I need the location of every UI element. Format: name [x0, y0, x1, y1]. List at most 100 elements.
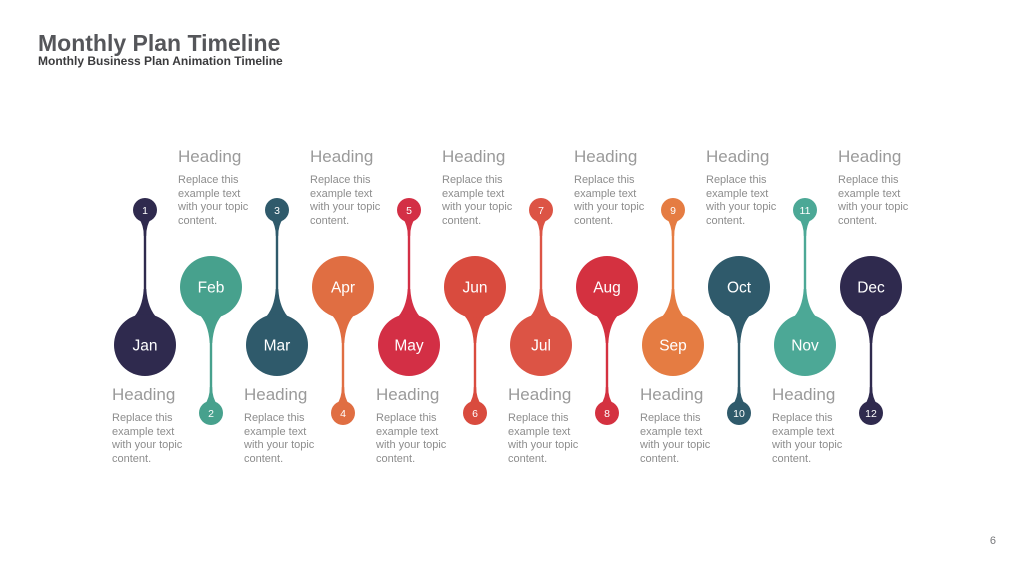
heading-body-line: content.: [178, 214, 218, 227]
heading-block-feb: Heading Replace this example text with your…: [178, 146, 300, 228]
heading-body-line: with your topic: [772, 439, 843, 451]
month-number-marker: [793, 198, 817, 222]
heading-block-may: Heading Replace this example text with your…: [376, 384, 498, 466]
month-column-oct: Oct 10: [708, 256, 770, 425]
heading-title: Heading: [508, 385, 572, 404]
heading-body-line: example text: [376, 425, 439, 438]
month-bubble: [312, 256, 374, 318]
heading-body: Replace this example text with your topic c…: [112, 412, 234, 466]
month-label: Sep: [659, 338, 687, 355]
heading-title: Heading: [112, 385, 176, 404]
month-label: Feb: [198, 280, 225, 297]
month-label: Dec: [857, 280, 885, 297]
heading-body-line: Replace this: [178, 174, 239, 186]
month-number-marker: [727, 401, 751, 425]
marker-tail: [402, 218, 416, 236]
heading-body: Replace this example text with your topic c…: [178, 174, 300, 228]
bubble-tail: [594, 313, 620, 343]
bubble-tail: [396, 289, 422, 319]
heading-title: Heading: [574, 147, 638, 166]
marker-tail: [534, 218, 548, 236]
heading-block-apr: Heading Replace this example text with your…: [310, 146, 432, 228]
heading-body: Replace this example text with your topic c…: [310, 174, 432, 228]
heading-body-line: example text: [112, 425, 175, 438]
month-number: 10: [733, 408, 745, 420]
page-number: 6: [989, 535, 996, 547]
slide-subtitle: Monthly Business Plan Animation Timeline: [38, 54, 283, 68]
heading-body-line: content.: [112, 452, 152, 465]
heading-body: Replace this example text with your topic c…: [772, 412, 894, 466]
heading-body-line: content.: [442, 214, 482, 227]
heading-body: Replace this example text with your topic c…: [376, 412, 498, 466]
heading-body: Replace this example text with your topic c…: [706, 174, 828, 228]
month-label: Jul: [531, 338, 551, 355]
heading-title: Heading: [706, 147, 770, 166]
month-column-dec: Dec 12: [840, 256, 902, 425]
heading-body-line: with your topic: [838, 201, 909, 213]
month-bubble: [444, 256, 506, 318]
marker-tail: [204, 387, 218, 405]
heading-body-line: with your topic: [508, 439, 579, 451]
heading-body-line: content.: [574, 214, 614, 227]
heading-body-line: example text: [244, 425, 307, 438]
heading-body: Replace this example text with your topic c…: [508, 412, 630, 466]
month-number: 8: [604, 408, 610, 420]
month-number-marker: [199, 401, 223, 425]
month-column-mar: Mar 3: [246, 198, 308, 376]
heading-body-line: with your topic: [310, 201, 381, 213]
heading-body-line: with your topic: [112, 439, 183, 451]
month-bubble: [642, 314, 704, 376]
month-number-marker: [133, 198, 157, 222]
heading-title: Heading: [442, 147, 506, 166]
month-label: Oct: [727, 280, 752, 297]
heading-body-line: example text: [772, 425, 835, 438]
heading-block-dec: Heading Replace this example text with your…: [838, 146, 960, 228]
month-number: 12: [865, 408, 877, 420]
heading-body-line: example text: [508, 425, 571, 438]
heading-block-jun: Heading Replace this example text with your…: [442, 146, 564, 228]
bubble-tail: [528, 289, 554, 319]
heading-body-line: example text: [310, 187, 373, 200]
month-number: 1: [142, 205, 148, 217]
heading-body-line: Replace this: [574, 174, 635, 186]
month-number: 5: [406, 205, 412, 217]
marker-tail: [600, 387, 614, 405]
bubble-tail: [198, 313, 224, 343]
month-number-marker: [595, 401, 619, 425]
heading-body-line: example text: [178, 187, 241, 200]
month-number: 6: [472, 408, 478, 420]
heading-body-line: example text: [442, 187, 505, 200]
month-number-marker: [463, 401, 487, 425]
marker-tail: [138, 218, 152, 236]
month-label: Aug: [593, 280, 621, 297]
heading-body-line: with your topic: [244, 439, 315, 451]
heading-title: Heading: [640, 385, 704, 404]
month-column-apr: Apr 4: [312, 256, 374, 425]
heading-body-line: content.: [376, 452, 416, 465]
month-bubble: [708, 256, 770, 318]
heading-title: Heading: [178, 147, 242, 166]
heading-title: Heading: [310, 147, 374, 166]
heading-title: Heading: [838, 147, 902, 166]
heading-body-line: Replace this: [244, 412, 305, 424]
month-bubble: [246, 314, 308, 376]
month-bubble: [576, 256, 638, 318]
bubble-tail: [726, 313, 752, 343]
month-bubble: [180, 256, 242, 318]
month-bubble: [510, 314, 572, 376]
heading-block-nov: Heading Replace this example text with your…: [772, 384, 894, 466]
heading-body-line: content.: [640, 452, 680, 465]
heading-block-jan: Heading Replace this example text with your…: [112, 384, 234, 466]
marker-tail: [270, 218, 284, 236]
heading-body: Replace this example text with your topic c…: [574, 174, 696, 228]
bubble-tail: [462, 313, 488, 343]
month-number-marker: [331, 401, 355, 425]
month-number-marker: [529, 198, 553, 222]
heading-body-line: with your topic: [442, 201, 513, 213]
month-column-sep: Sep 9: [642, 198, 704, 376]
heading-body-line: Replace this: [838, 174, 899, 186]
month-number-marker: [397, 198, 421, 222]
bubble-tail: [792, 289, 818, 319]
heading-title: Heading: [376, 385, 440, 404]
heading-body-line: Replace this: [310, 174, 371, 186]
